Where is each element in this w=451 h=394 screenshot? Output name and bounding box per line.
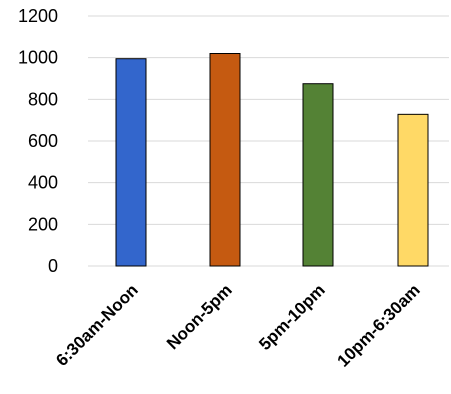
bars <box>116 54 428 267</box>
x-category-label: 6:30am-Noon <box>52 280 142 370</box>
y-tick-label: 200 <box>28 214 58 234</box>
y-tick-label: 600 <box>28 131 58 151</box>
bar-5pm-10pm <box>303 84 333 266</box>
y-tick-label: 1000 <box>18 48 58 68</box>
x-category-label: Noon-5pm <box>163 280 236 353</box>
x-category-label: 5pm-10pm <box>255 280 329 354</box>
bar-noon-5pm <box>210 54 240 267</box>
x-category-label: 10pm-6:30am <box>334 280 424 370</box>
x-axis-category-labels: 6:30am-Noon Noon-5pm 5pm-10pm 10pm-6:30am <box>52 280 424 370</box>
y-axis-tick-labels: 0 200 400 600 800 1000 1200 <box>18 6 58 276</box>
y-tick-label: 400 <box>28 173 58 193</box>
bar-10pm-6-30am <box>398 114 428 266</box>
y-tick-label: 1200 <box>18 6 58 26</box>
y-tick-label: 0 <box>48 256 58 276</box>
y-tick-label: 800 <box>28 89 58 109</box>
bar-6-30am-noon <box>116 59 146 266</box>
